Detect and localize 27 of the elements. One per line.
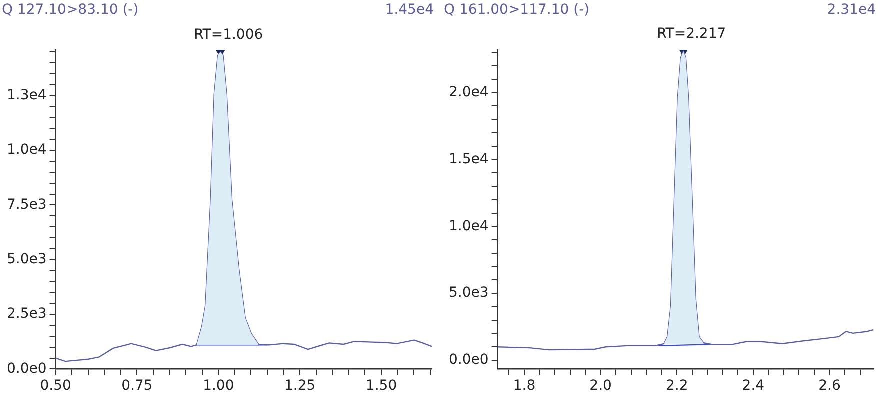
annotation: RT=1.006 xyxy=(194,26,264,43)
y-tick-label: 5.0e3 xyxy=(6,252,47,268)
annotation: RT=2.217 xyxy=(657,26,726,42)
x-tick-label: 2.4 xyxy=(742,378,765,394)
x-tick-label: 2.2 xyxy=(666,378,688,394)
y-tick-label: 7.5e3 xyxy=(6,196,47,213)
y-tick-label: 2.5e3 xyxy=(6,306,47,322)
y-tick-label: 1.5e4 xyxy=(448,151,489,168)
x-tick-label: 0.75 xyxy=(122,378,153,394)
x-tick-label: 2.6 xyxy=(818,378,841,394)
x-tick-label: 2.0 xyxy=(590,378,612,394)
y-tick-label: 0.0e0 xyxy=(448,352,489,368)
y-tick-label: 2.0e4 xyxy=(448,84,489,100)
chart-title: Q 127.10>83.10 (-) xyxy=(2,2,139,18)
chart-subtitle: 2.31e4 xyxy=(827,2,876,18)
x-tick-label: 1.00 xyxy=(203,378,234,394)
x-tick-label: 0.50 xyxy=(40,378,72,394)
y-tick-label: 0.0e0 xyxy=(6,360,47,377)
y-tick-label: 1.0e4 xyxy=(6,142,47,158)
y-tick-label: 5.0e3 xyxy=(448,285,489,302)
x-tick-label: 1.25 xyxy=(284,378,316,394)
x-tick-label: 1.50 xyxy=(366,378,398,394)
x-tick-label: 1.8 xyxy=(513,378,536,394)
y-tick-label: 1.3e4 xyxy=(6,88,47,104)
y-tick-label: 1.0e4 xyxy=(448,218,489,234)
chart-subtitle: 1.45e4 xyxy=(385,2,434,18)
chart-title: Q 161.00>117.10 (-) xyxy=(444,2,590,18)
